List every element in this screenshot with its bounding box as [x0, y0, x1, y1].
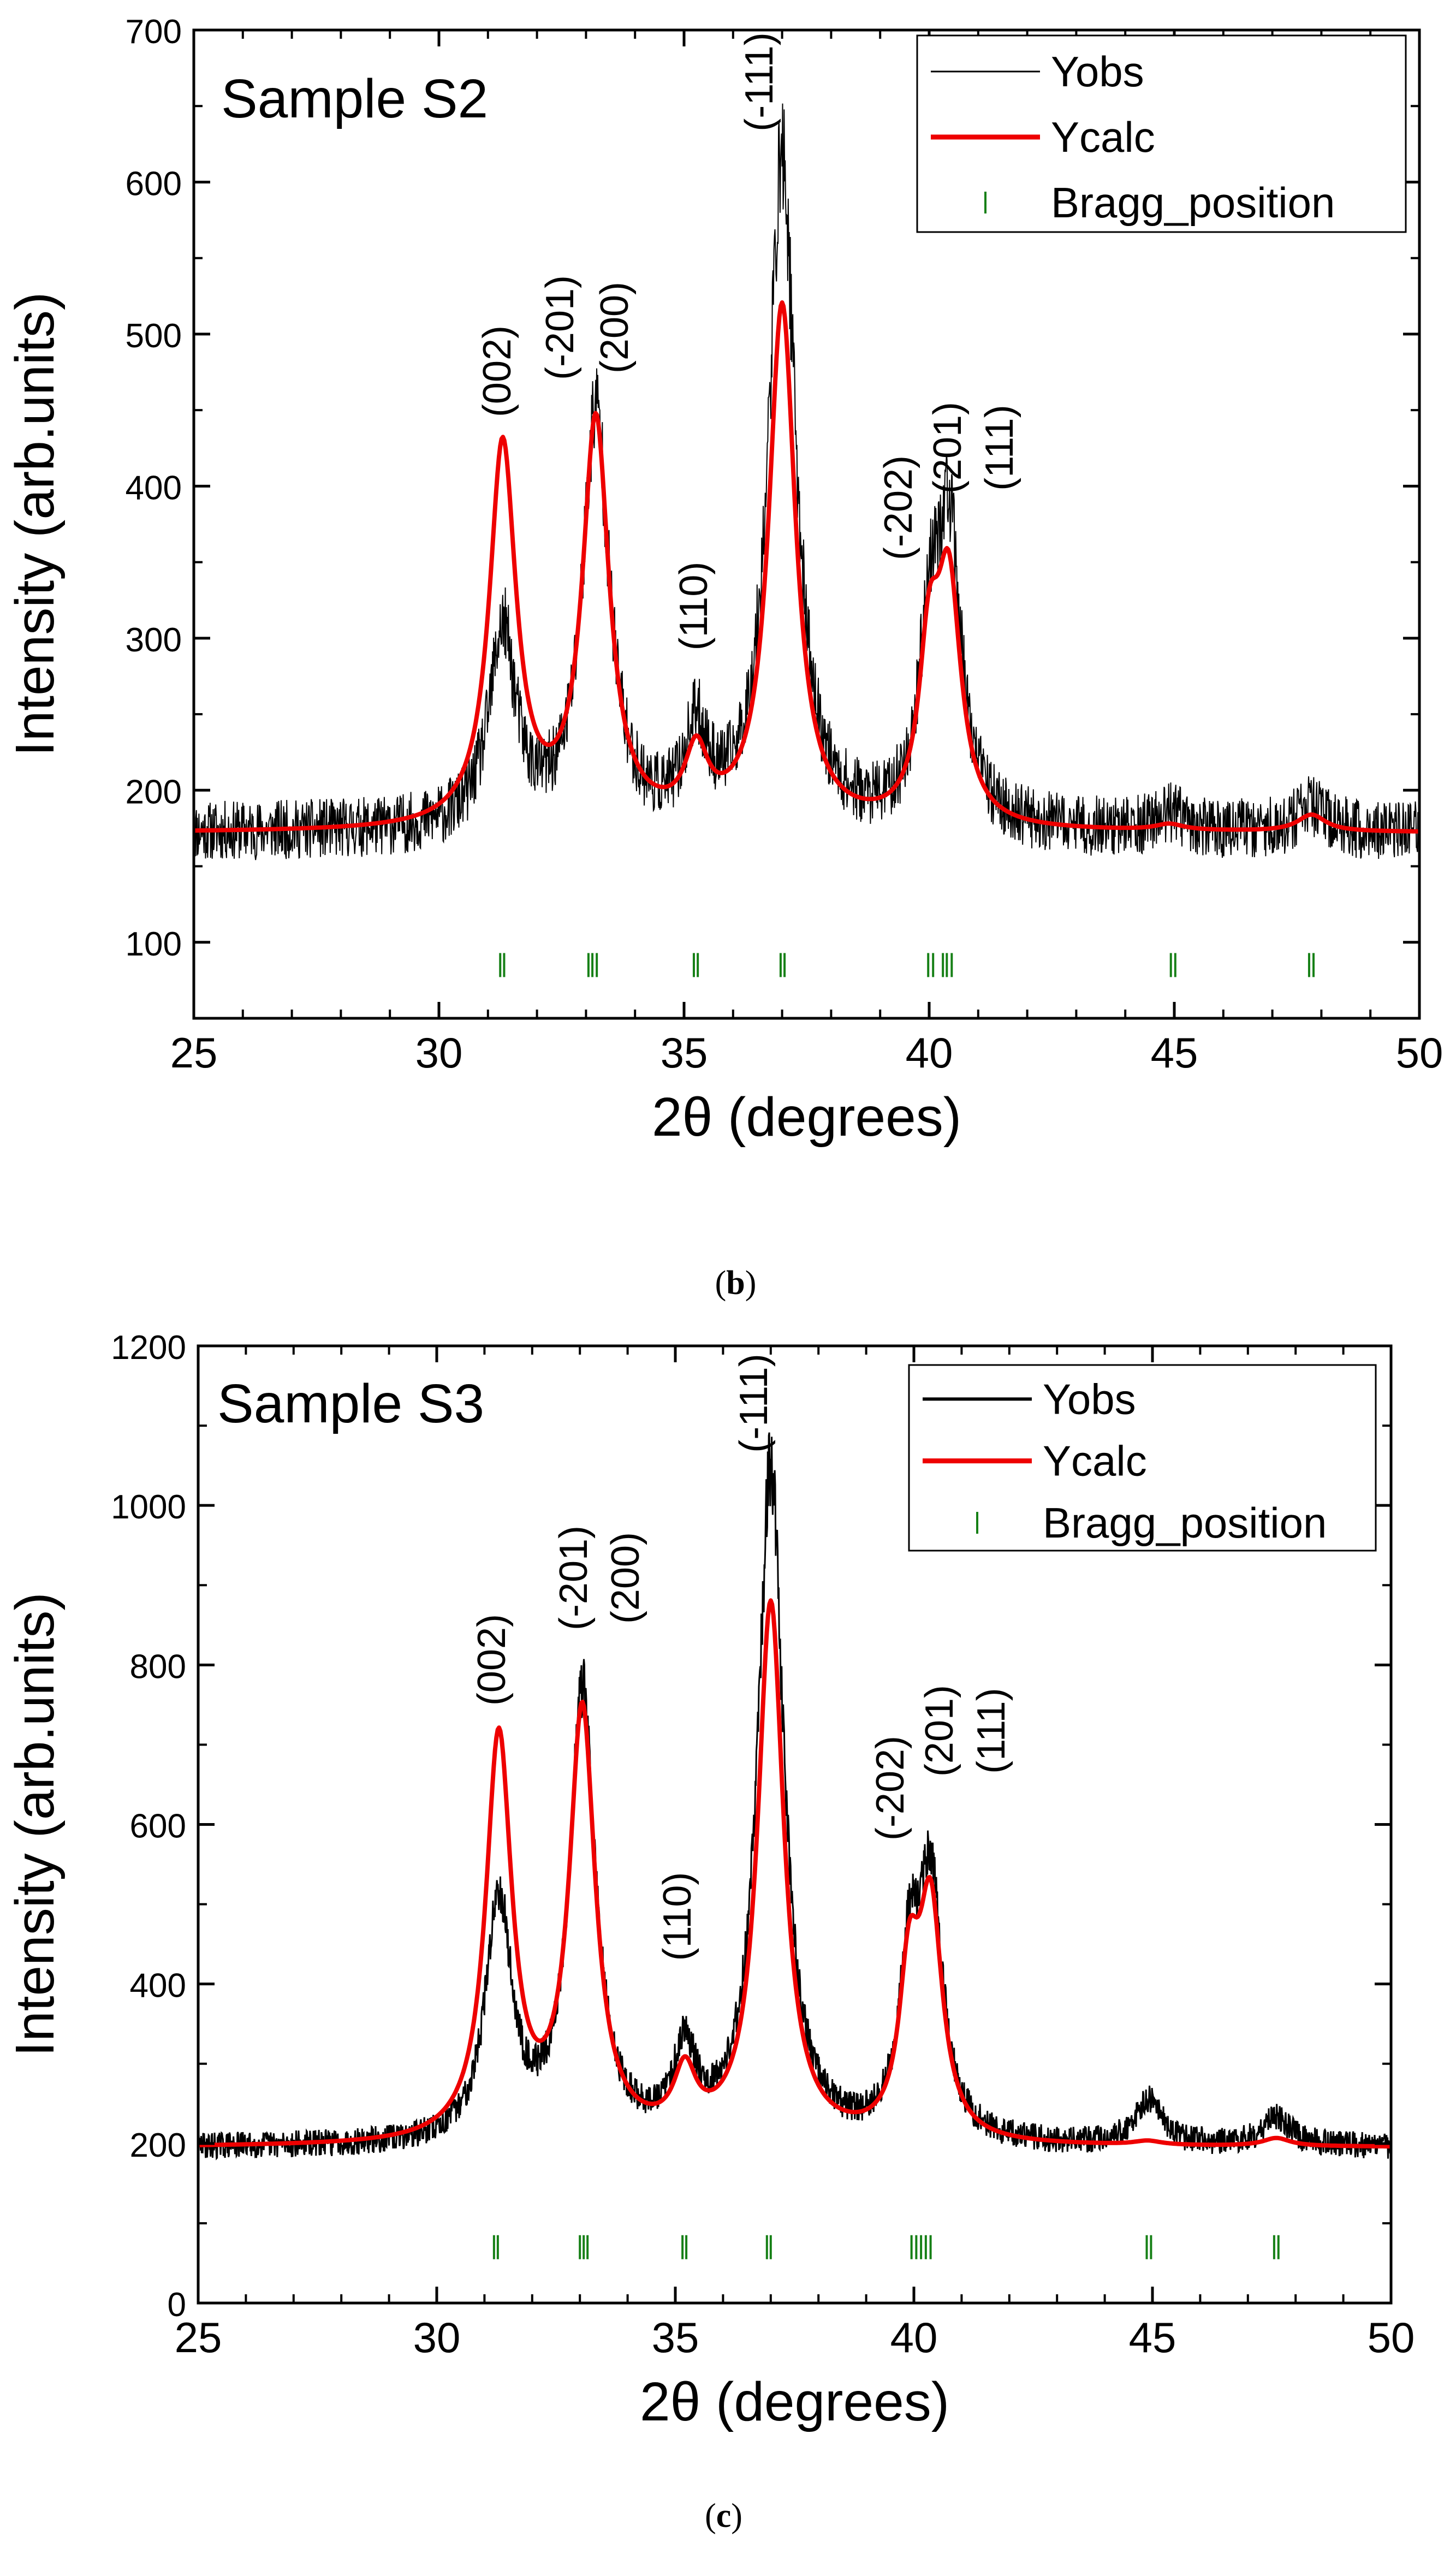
ycalc-series-line — [193, 300, 1421, 834]
y-tick-label: 100 — [126, 925, 182, 963]
y-tick-label: 1200 — [111, 1329, 186, 1367]
legend-entry-label: Yobs — [1051, 48, 1144, 96]
peak-hkl-label: (002) — [476, 325, 519, 417]
peak-hkl-label: (-202) — [877, 455, 920, 560]
peak-hkl-label: (200) — [593, 282, 637, 373]
peak-hkl-label: (111) — [970, 1688, 1013, 1773]
legend-entry-label: Bragg_position — [1043, 1499, 1327, 1547]
x-tick-label: 45 — [1129, 2313, 1176, 2361]
y-tick-label: 500 — [126, 317, 182, 355]
subfigure-label: (c) — [705, 2497, 742, 2535]
peak-hkl-label: (-201) — [538, 275, 582, 380]
yobs-series-line — [193, 103, 1420, 860]
legend-box — [908, 1364, 1377, 1552]
x-axis-title: 2θ (degrees) — [652, 1087, 961, 1148]
x-tick-label: 35 — [652, 2313, 699, 2361]
y-tick-label: 0 — [168, 2286, 186, 2324]
y-tick-label: 400 — [130, 1967, 186, 2005]
y-tick-label: 700 — [126, 13, 182, 51]
y-tick-label: 600 — [126, 165, 182, 203]
x-tick-label: 30 — [413, 2313, 461, 2361]
y-tick-label: 300 — [126, 621, 182, 659]
peak-hkl-label: (111) — [978, 405, 1021, 490]
x-tick-label: 25 — [175, 2313, 222, 2361]
y-tick-label: 1000 — [111, 1488, 186, 1526]
x-tick-label: 40 — [890, 2313, 938, 2361]
x-tick-label: 50 — [1396, 1029, 1443, 1077]
y-axis-title: Intensity (arb.units) — [4, 292, 66, 756]
peak-hkl-label: (-111) — [738, 32, 781, 131]
x-tick-label: 35 — [661, 1029, 708, 1077]
chart-panel-c: 25 30 35 40 45 50 0 200 400 600 800 1000 1200 2θ (deg… — [4, 1329, 1415, 2535]
peak-hkl-label: (-202) — [869, 1736, 912, 1841]
legend-entry-label: Ycalc — [1043, 1437, 1147, 1485]
x-tick-label: 45 — [1151, 1029, 1198, 1077]
legend-entry-label: Ycalc — [1051, 113, 1155, 161]
y-axis-title: Intensity (arb.units) — [4, 1592, 66, 2056]
peak-hkl-label: (200) — [604, 1532, 647, 1624]
x-tick-label: 25 — [170, 1029, 218, 1077]
sample-label: Sample S2 — [221, 68, 488, 129]
subfigure-label: (b) — [715, 1265, 757, 1302]
peak-hkl-label: (110) — [672, 562, 716, 651]
peak-hkl-label: (-201) — [552, 1526, 596, 1630]
legend-entry-label: Bragg_position — [1051, 179, 1335, 227]
plot-frame — [192, 28, 1421, 1020]
y-tick-label: 200 — [130, 2127, 186, 2164]
y-tick-label: 200 — [126, 773, 182, 811]
peak-hkl-label: (-111) — [732, 1354, 776, 1452]
x-tick-label: 50 — [1368, 2313, 1415, 2361]
ycalc-series-line — [197, 1598, 1392, 2149]
y-tick-label: 400 — [126, 469, 182, 507]
y-tick-label: 800 — [130, 1648, 186, 1685]
x-tick-label: 30 — [415, 1029, 463, 1077]
x-axis-title: 2θ (degrees) — [640, 2371, 949, 2432]
x-tick-label: 40 — [906, 1029, 953, 1077]
legend-box — [916, 34, 1407, 233]
peak-hkl-label: (110) — [656, 1872, 699, 1961]
peak-hkl-label: (201) — [918, 1685, 961, 1777]
chart-panel-b: 25 30 35 40 45 50 100 200 300 400 500 600 700 2θ (deg… — [4, 13, 1443, 1302]
peak-hkl-label: (002) — [470, 1614, 514, 1706]
legend-entry-label: Yobs — [1043, 1375, 1136, 1423]
yobs-series-line — [197, 1432, 1392, 2161]
y-tick-label: 600 — [130, 1808, 186, 1845]
peak-hkl-label: (201) — [926, 402, 970, 494]
sample-label: Sample S3 — [217, 1373, 484, 1434]
